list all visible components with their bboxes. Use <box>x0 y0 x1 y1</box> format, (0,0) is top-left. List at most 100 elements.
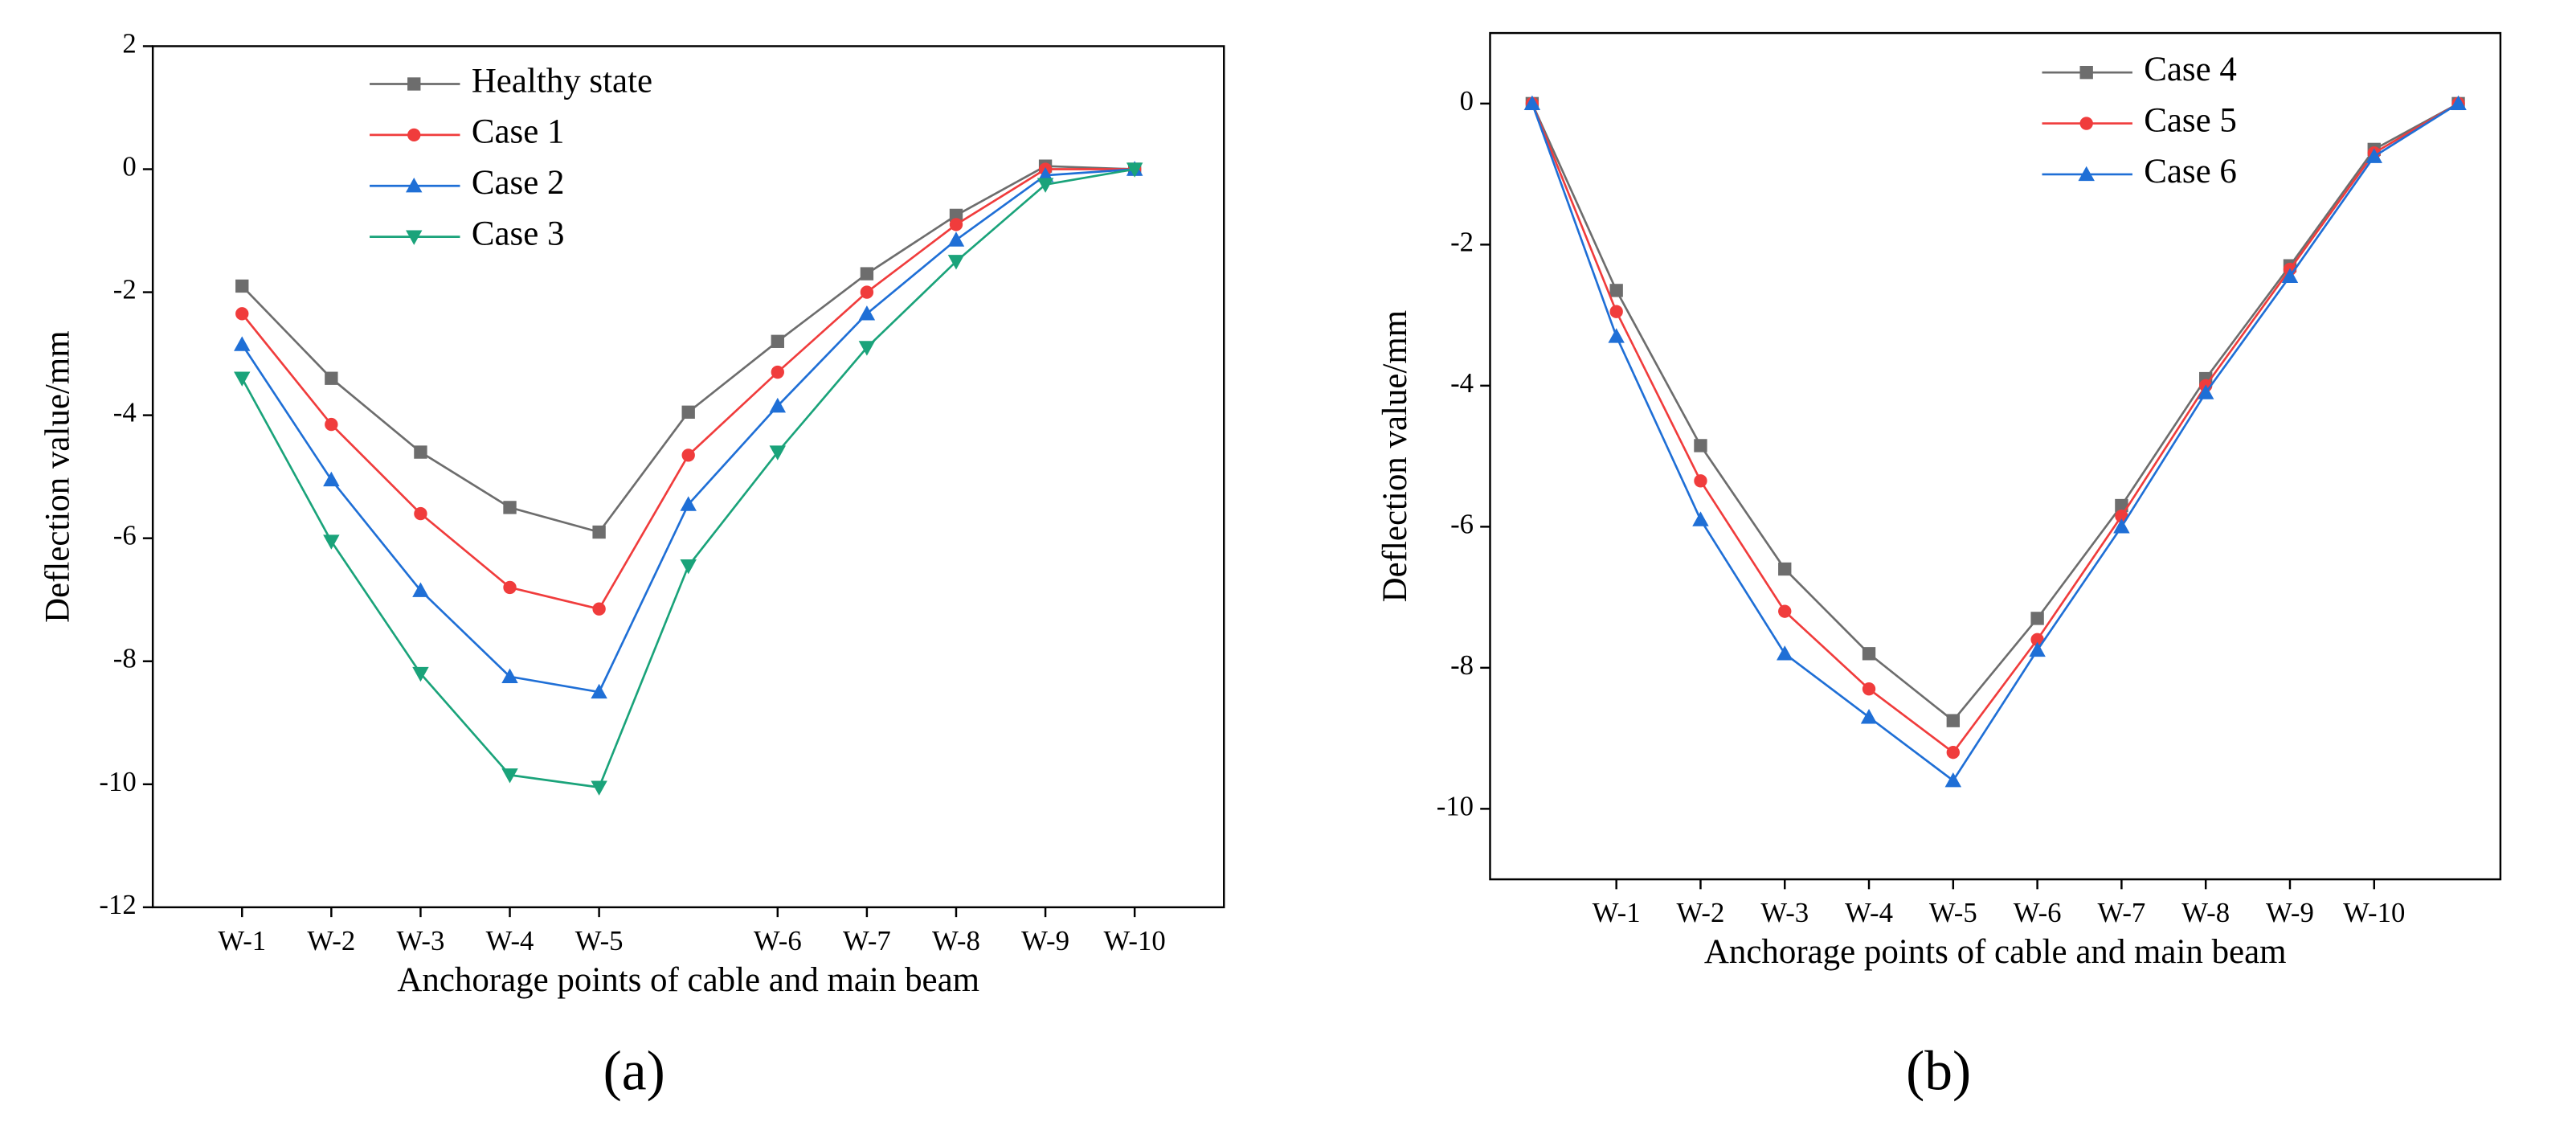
marker <box>406 178 423 193</box>
marker <box>2029 641 2046 657</box>
series-line <box>1531 102 2459 723</box>
marker <box>2197 384 2214 399</box>
series-line <box>1531 102 2459 755</box>
marker <box>1694 439 1707 452</box>
plot-frame <box>1489 31 2502 881</box>
y-axis-label: Deflection value/mm <box>39 330 77 623</box>
x-tick-label: W-2 <box>307 925 355 956</box>
marker <box>1037 178 1054 193</box>
marker <box>503 501 517 514</box>
legend-label: Case 4 <box>2144 51 2237 88</box>
marker <box>947 255 965 270</box>
marker <box>592 525 606 539</box>
marker <box>1777 645 1793 661</box>
legend-label: Case 3 <box>472 215 565 252</box>
marker <box>769 397 787 413</box>
marker <box>2030 633 2044 646</box>
marker <box>1946 714 1961 727</box>
marker <box>414 445 427 459</box>
y-tick-label: 2 <box>122 27 136 59</box>
marker <box>949 218 963 231</box>
marker <box>2030 612 2044 625</box>
marker <box>680 496 697 511</box>
marker <box>681 448 695 462</box>
marker <box>503 580 517 595</box>
marker <box>325 371 338 385</box>
y-tick-label: -10 <box>1437 790 1474 821</box>
marker <box>407 128 421 142</box>
y-axis-label: Deflection value/mm <box>1376 310 1414 603</box>
y-tick-label: -12 <box>99 889 136 920</box>
marker <box>412 666 429 682</box>
marker <box>1523 95 1541 111</box>
marker <box>1862 682 1876 696</box>
x-tick-label: W-10 <box>1104 925 1166 956</box>
marker <box>1126 162 1143 178</box>
x-tick-label: W-8 <box>2181 897 2230 928</box>
marker <box>1694 474 1707 488</box>
x-tick-label: W-6 <box>754 925 802 956</box>
x-tick-label: W-3 <box>1760 897 1809 928</box>
x-tick-label: W-4 <box>1845 897 1893 928</box>
legend-label: Case 6 <box>2144 153 2237 190</box>
panel-caption: (a) <box>603 1040 665 1102</box>
x-tick-label: W-7 <box>843 925 891 956</box>
marker <box>1778 562 1792 576</box>
marker <box>2450 95 2467 111</box>
marker <box>1778 604 1792 618</box>
legend-label: Case 2 <box>472 164 565 202</box>
marker <box>406 230 423 245</box>
y-tick-label: -8 <box>1450 649 1474 681</box>
marker <box>680 559 697 575</box>
x-tick-label: W-7 <box>2097 897 2145 928</box>
marker <box>414 506 427 521</box>
marker <box>501 668 518 684</box>
x-tick-label: W-1 <box>218 925 266 956</box>
legend-label: Case 1 <box>472 113 565 151</box>
marker <box>1862 647 1876 661</box>
marker <box>2281 268 2299 284</box>
marker <box>2113 518 2130 534</box>
marker <box>2365 148 2382 163</box>
marker <box>235 307 249 321</box>
marker <box>771 334 784 348</box>
series-line <box>241 168 1135 789</box>
marker <box>1860 709 1878 724</box>
marker <box>1946 745 1961 760</box>
plot-frame <box>151 45 1225 909</box>
y-tick-label: 0 <box>1460 85 1474 117</box>
y-tick-label: -10 <box>99 766 136 797</box>
y-tick-label: -2 <box>113 274 137 305</box>
x-tick-label: W-2 <box>1677 897 1725 928</box>
marker <box>323 471 340 487</box>
x-tick-label: W-3 <box>397 925 445 956</box>
y-tick-label: -6 <box>113 520 137 551</box>
series-line <box>241 165 1135 534</box>
x-tick-label: W-6 <box>2014 897 2062 928</box>
marker <box>769 445 787 461</box>
marker <box>860 267 874 280</box>
x-tick-label: W-8 <box>932 925 980 956</box>
y-tick-label: -8 <box>113 643 137 674</box>
x-tick-label: W-5 <box>1929 897 1977 928</box>
y-tick-label: -4 <box>1450 367 1474 399</box>
marker <box>1944 772 1962 788</box>
marker <box>592 602 606 616</box>
marker <box>860 285 874 299</box>
marker <box>2079 65 2093 80</box>
marker <box>323 534 340 550</box>
panel-caption: (b) <box>1906 1040 1971 1102</box>
marker <box>2079 117 2093 130</box>
legend-label: Healthy state <box>472 62 652 100</box>
marker <box>947 231 965 247</box>
marker <box>771 365 784 379</box>
series-line <box>241 168 1135 694</box>
x-axis-label: Anchorage points of cable and main beam <box>1704 933 2287 971</box>
y-tick-label: -6 <box>1450 508 1474 539</box>
x-tick-label: W-4 <box>486 925 534 956</box>
marker <box>681 405 695 419</box>
marker <box>858 341 876 356</box>
marker <box>2115 510 2128 523</box>
